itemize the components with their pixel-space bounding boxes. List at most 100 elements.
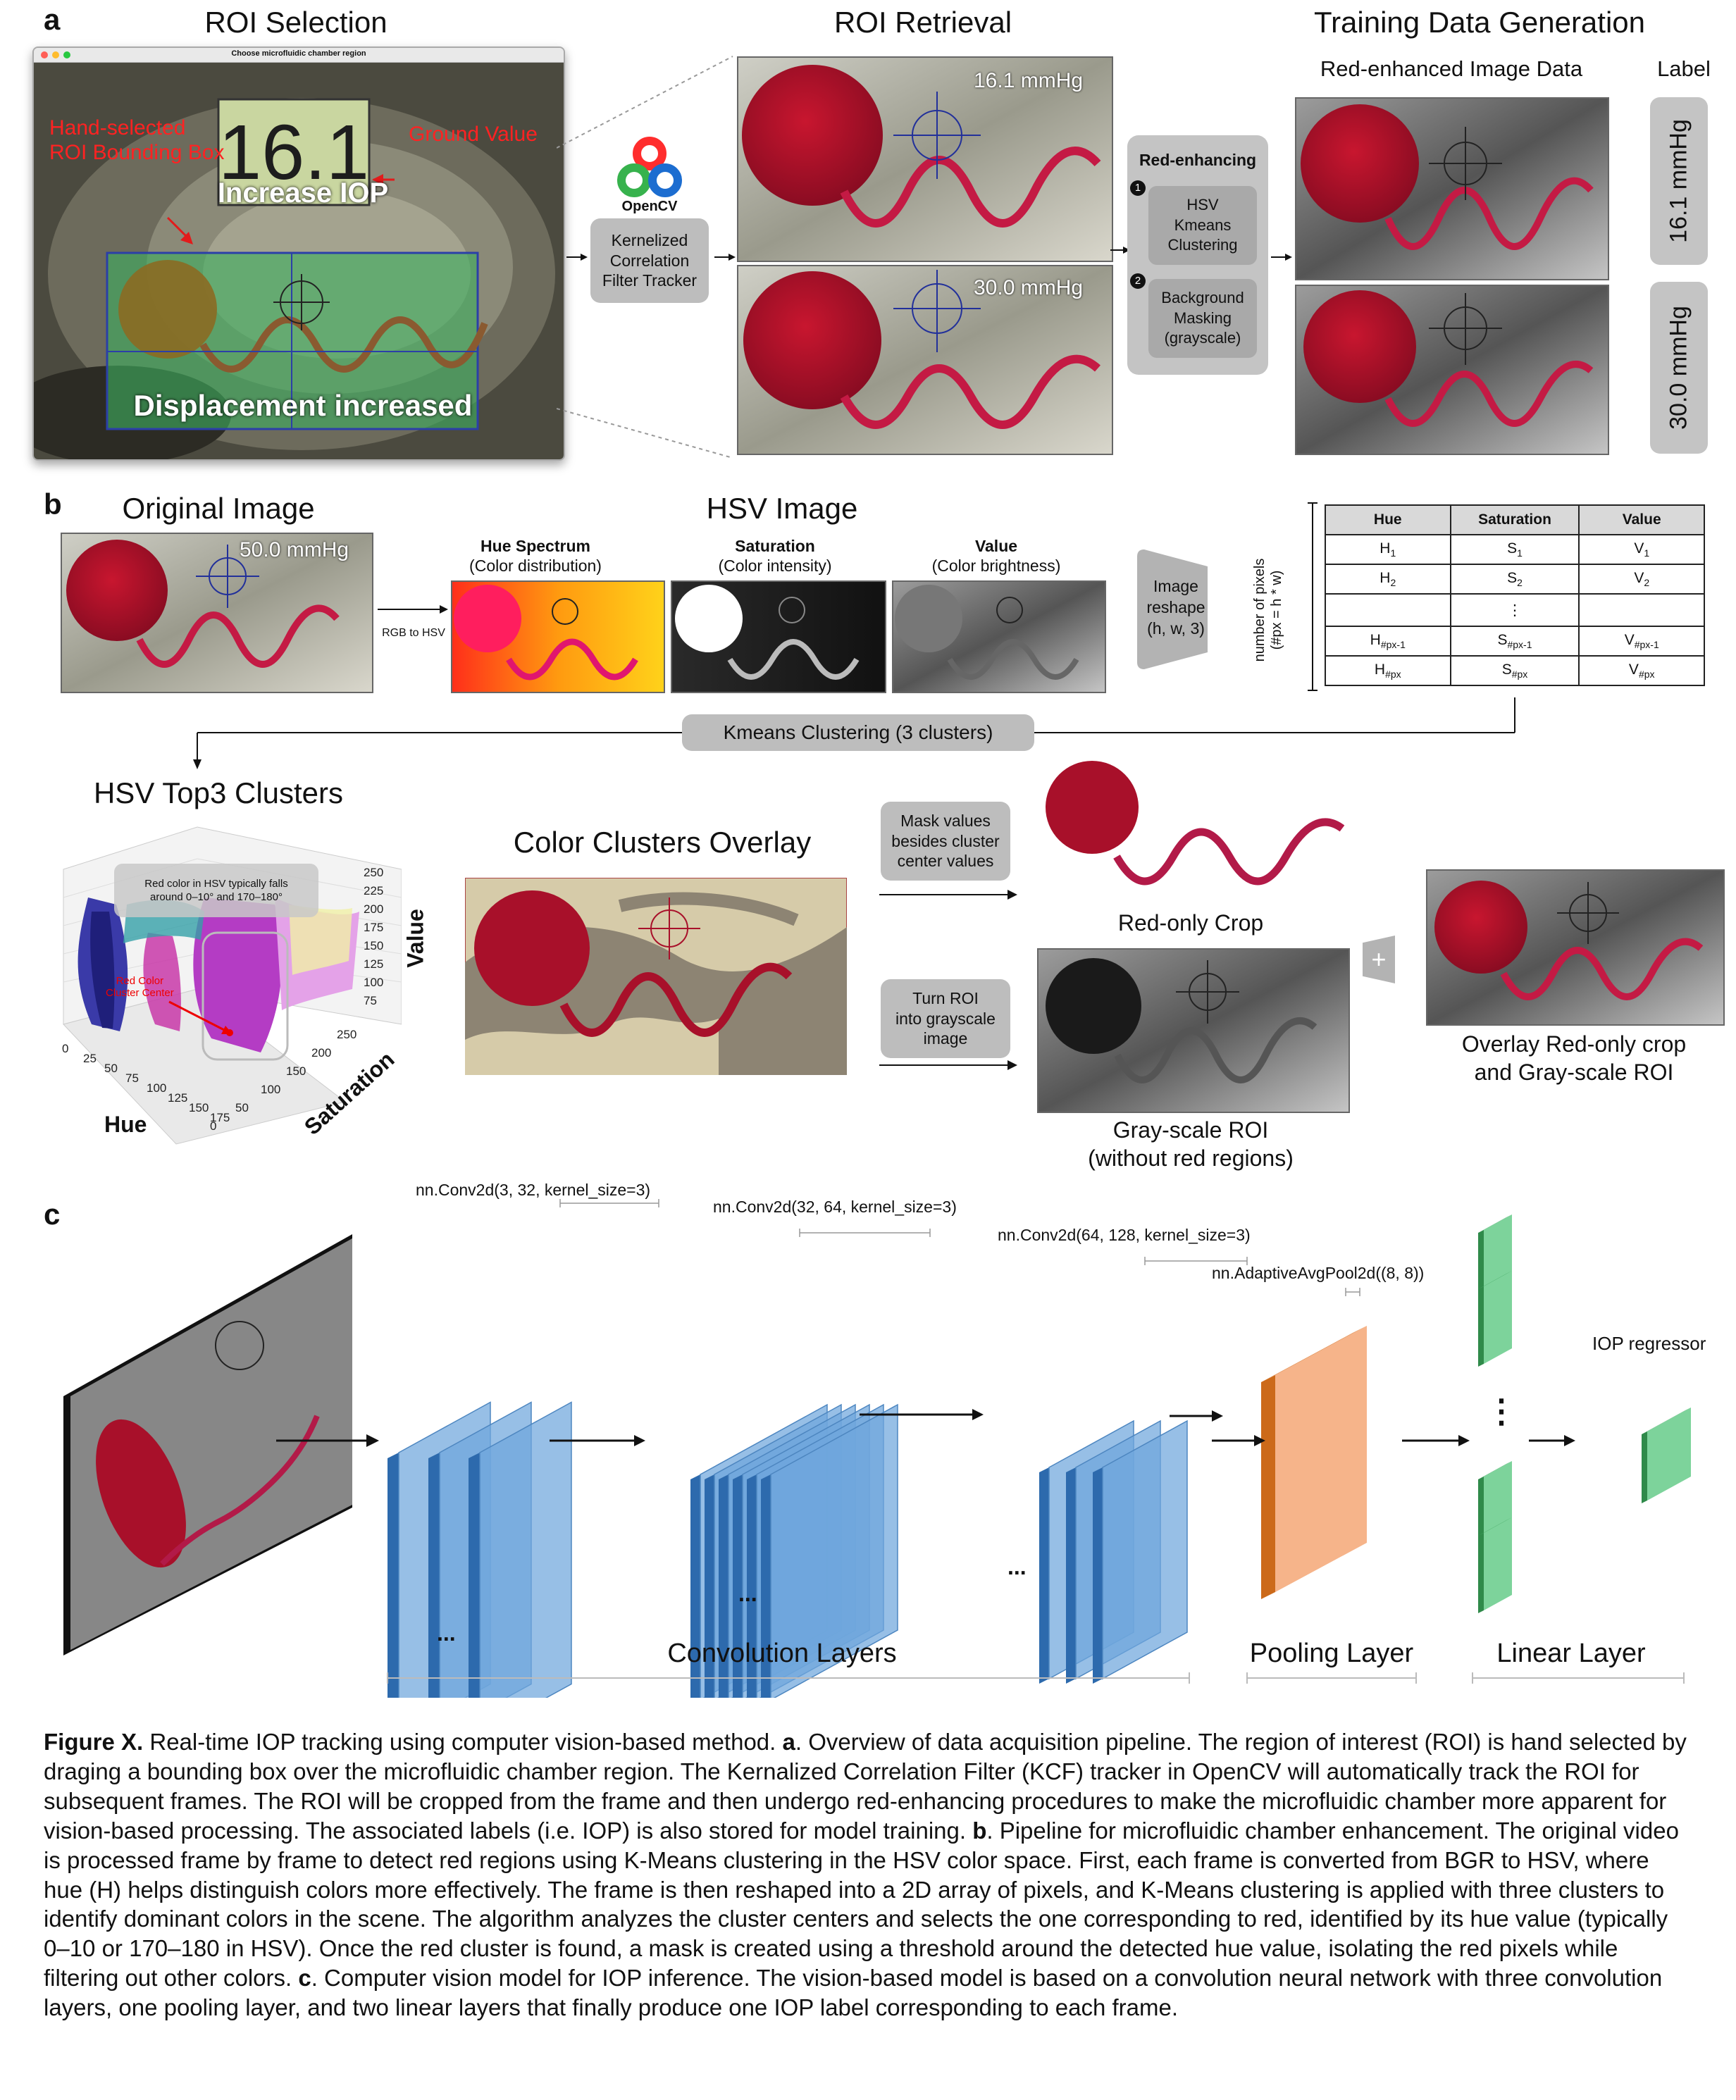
pool-label: nn.AdaptiveAvgPool2d((8, 8)) bbox=[1212, 1264, 1425, 1282]
hue-tick-label: 0 bbox=[62, 1042, 68, 1055]
roi-selection-window: Choose microfluidic chamber region 16.1 bbox=[32, 46, 565, 461]
caption-b-text: . Pipeline for microfluidic chamber enha… bbox=[44, 1817, 1679, 1992]
table-cell-symbol: H bbox=[1374, 661, 1386, 678]
grayscale-box: Turn ROI into grayscale image bbox=[881, 979, 1010, 1058]
feature-map bbox=[1093, 1419, 1188, 1684]
arrow-into-tracker bbox=[566, 254, 588, 261]
table-row: H#px-1 S#px-1 V#px-1 bbox=[1325, 626, 1705, 657]
arrow-into-red-enhancing bbox=[1110, 247, 1130, 254]
step-1-hsv-kmeans: HSV Kmeans Clustering bbox=[1148, 186, 1257, 265]
feature-map bbox=[761, 1403, 898, 1698]
minimize-dot-icon[interactable] bbox=[52, 51, 59, 58]
value-tick-label: 75 bbox=[364, 994, 377, 1007]
roi-selection-frame[interactable]: 16.1 bbox=[34, 63, 564, 460]
conv3-ellipsis: ... bbox=[1008, 1554, 1027, 1579]
label-box-1: 16.1 mmHg bbox=[1650, 97, 1708, 265]
window-titlebar: Choose microfluidic chamber region bbox=[34, 48, 564, 63]
saturation-tick-label: 100 bbox=[261, 1083, 280, 1096]
red-only-crop-image bbox=[1046, 761, 1345, 886]
caption-a-text: . Overview of data acquisition pipeline.… bbox=[44, 1729, 1687, 1844]
table-cell-symbol: H bbox=[1380, 569, 1391, 586]
caption-c-ref: c bbox=[298, 1965, 311, 1992]
panel-b-letter: b bbox=[44, 487, 62, 521]
value-tick-label: 125 bbox=[364, 957, 383, 971]
linear-layer-label: Linear Layer bbox=[1496, 1639, 1646, 1668]
table-cell: ⋮ bbox=[1449, 594, 1580, 626]
linear-unit bbox=[1478, 1271, 1512, 1367]
close-dot-icon[interactable] bbox=[41, 51, 48, 58]
value-channel-name: Value bbox=[974, 537, 1018, 555]
window-title: Choose microfluidic chamber region bbox=[231, 49, 366, 58]
step-2-background-masking: Background Masking (grayscale) bbox=[1148, 279, 1257, 358]
red-enhancing-title: Red-enhancing bbox=[1139, 151, 1257, 169]
table-cell: S1 bbox=[1449, 534, 1580, 565]
displacement-label: Displacement increased bbox=[133, 389, 473, 422]
grayscale-roi-image bbox=[1037, 948, 1350, 1113]
flow-arrowhead bbox=[972, 1409, 984, 1420]
table-cell-subscript: 1 bbox=[1390, 547, 1396, 559]
table-cell-subscript: #px-1 bbox=[1380, 639, 1406, 651]
training-image-1 bbox=[1295, 97, 1609, 280]
maximize-dot-icon[interactable] bbox=[63, 51, 70, 58]
table-header-saturation: Saturation bbox=[1449, 504, 1580, 535]
hue-tick-label: 100 bbox=[147, 1081, 166, 1095]
caption-a-ref: a bbox=[782, 1729, 795, 1755]
caption-intro: Real-time IOP tracking using computer vi… bbox=[143, 1729, 783, 1755]
table-cell-symbol: H bbox=[1380, 540, 1391, 557]
roi-selection-title: ROI Selection bbox=[204, 6, 388, 39]
training-data-title: Training Data Generation bbox=[1313, 6, 1646, 39]
cluster-center-label: Red Color Cluster Center bbox=[106, 975, 174, 1000]
red-enhanced-header: Red-enhanced Image Data bbox=[1320, 56, 1583, 81]
table-cell-subscript: #px bbox=[1511, 669, 1528, 681]
caption-fig-label: Figure X. bbox=[44, 1729, 144, 1755]
flow-arrowhead bbox=[1212, 1410, 1223, 1422]
table-cell-subscript: #px bbox=[1385, 669, 1401, 681]
saturation-image bbox=[671, 580, 886, 693]
kcf-tracker-box: Kernelized Correlation Filter Tracker bbox=[590, 218, 709, 303]
panel-a-letter: a bbox=[44, 3, 61, 36]
label-box-2: 30.0 mmHg bbox=[1650, 282, 1708, 454]
table-cell: H2 bbox=[1325, 564, 1451, 595]
plus-combine-icon: + bbox=[1363, 936, 1395, 983]
retrieval-frame-2-value: 30.0 mmHg bbox=[974, 276, 1084, 299]
table-cell: V#px bbox=[1578, 655, 1705, 686]
hand-selected-roi-label: Hand-selected ROI Bounding Box bbox=[49, 116, 225, 165]
saturation-channel-desc: (Color intensity) bbox=[718, 557, 832, 575]
color-clusters-overlay-title: Color Clusters Overlay bbox=[513, 826, 812, 859]
roi-retrieval-frame-2 bbox=[737, 265, 1113, 455]
table-cell-symbol: V bbox=[1624, 631, 1635, 648]
opencv-logo-icon bbox=[617, 137, 682, 197]
caption-c-text: . Computer vision model for IOP inferenc… bbox=[44, 1965, 1663, 2021]
hue-tick-label: 175 bbox=[210, 1111, 230, 1124]
lcd-display-value: 16.1 bbox=[218, 109, 369, 196]
table-cell-subscript: 1 bbox=[1644, 547, 1650, 559]
overlay-result-caption: Overlay Red-only crop and Gray-scale ROI bbox=[1461, 1031, 1687, 1085]
table-header-hue: Hue bbox=[1325, 504, 1451, 535]
table-cell-subscript: #px-1 bbox=[1634, 639, 1659, 651]
arrow-rgb-to-hsv bbox=[378, 605, 448, 614]
training-image-2 bbox=[1295, 285, 1609, 455]
table-cell: S#px-1 bbox=[1449, 626, 1580, 657]
branch-arrows bbox=[879, 890, 1017, 1070]
image-reshape-shape bbox=[1137, 549, 1208, 669]
table-cell-symbol: V bbox=[1634, 569, 1644, 586]
iop-regressor-label: IOP regressor bbox=[1592, 1333, 1706, 1354]
table-cell: V1 bbox=[1578, 534, 1705, 565]
convolution-layers-label: Convolution Layers bbox=[667, 1639, 897, 1668]
caption-b-ref: b bbox=[972, 1817, 987, 1844]
mask-values-box: Mask values besides cluster center value… bbox=[881, 802, 1010, 881]
grayscale-roi-caption: Gray-scale ROI (without red regions) bbox=[1088, 1117, 1294, 1171]
value-tick-label: 250 bbox=[364, 866, 383, 879]
arrow-from-red-enhancing bbox=[1271, 254, 1292, 261]
original-image-value: 50.0 mmHg bbox=[240, 538, 349, 561]
conv2-label: nn.Conv2d(32, 64, kernel_size=3) bbox=[713, 1198, 957, 1216]
saturation-channel-name: Saturation bbox=[735, 537, 815, 555]
value-tick-label: 175 bbox=[364, 921, 383, 934]
overlay-result-image bbox=[1426, 869, 1725, 1026]
value-tick-label: 225 bbox=[364, 884, 383, 897]
roi-retrieval-frame-1 bbox=[737, 56, 1113, 262]
opencv-label: OpenCV bbox=[621, 199, 678, 214]
table-cell bbox=[1325, 594, 1451, 626]
kmeans-clustering-label: Kmeans Clustering (3 clusters) bbox=[682, 714, 1034, 751]
saturation-tick-label: 0 bbox=[210, 1119, 216, 1133]
